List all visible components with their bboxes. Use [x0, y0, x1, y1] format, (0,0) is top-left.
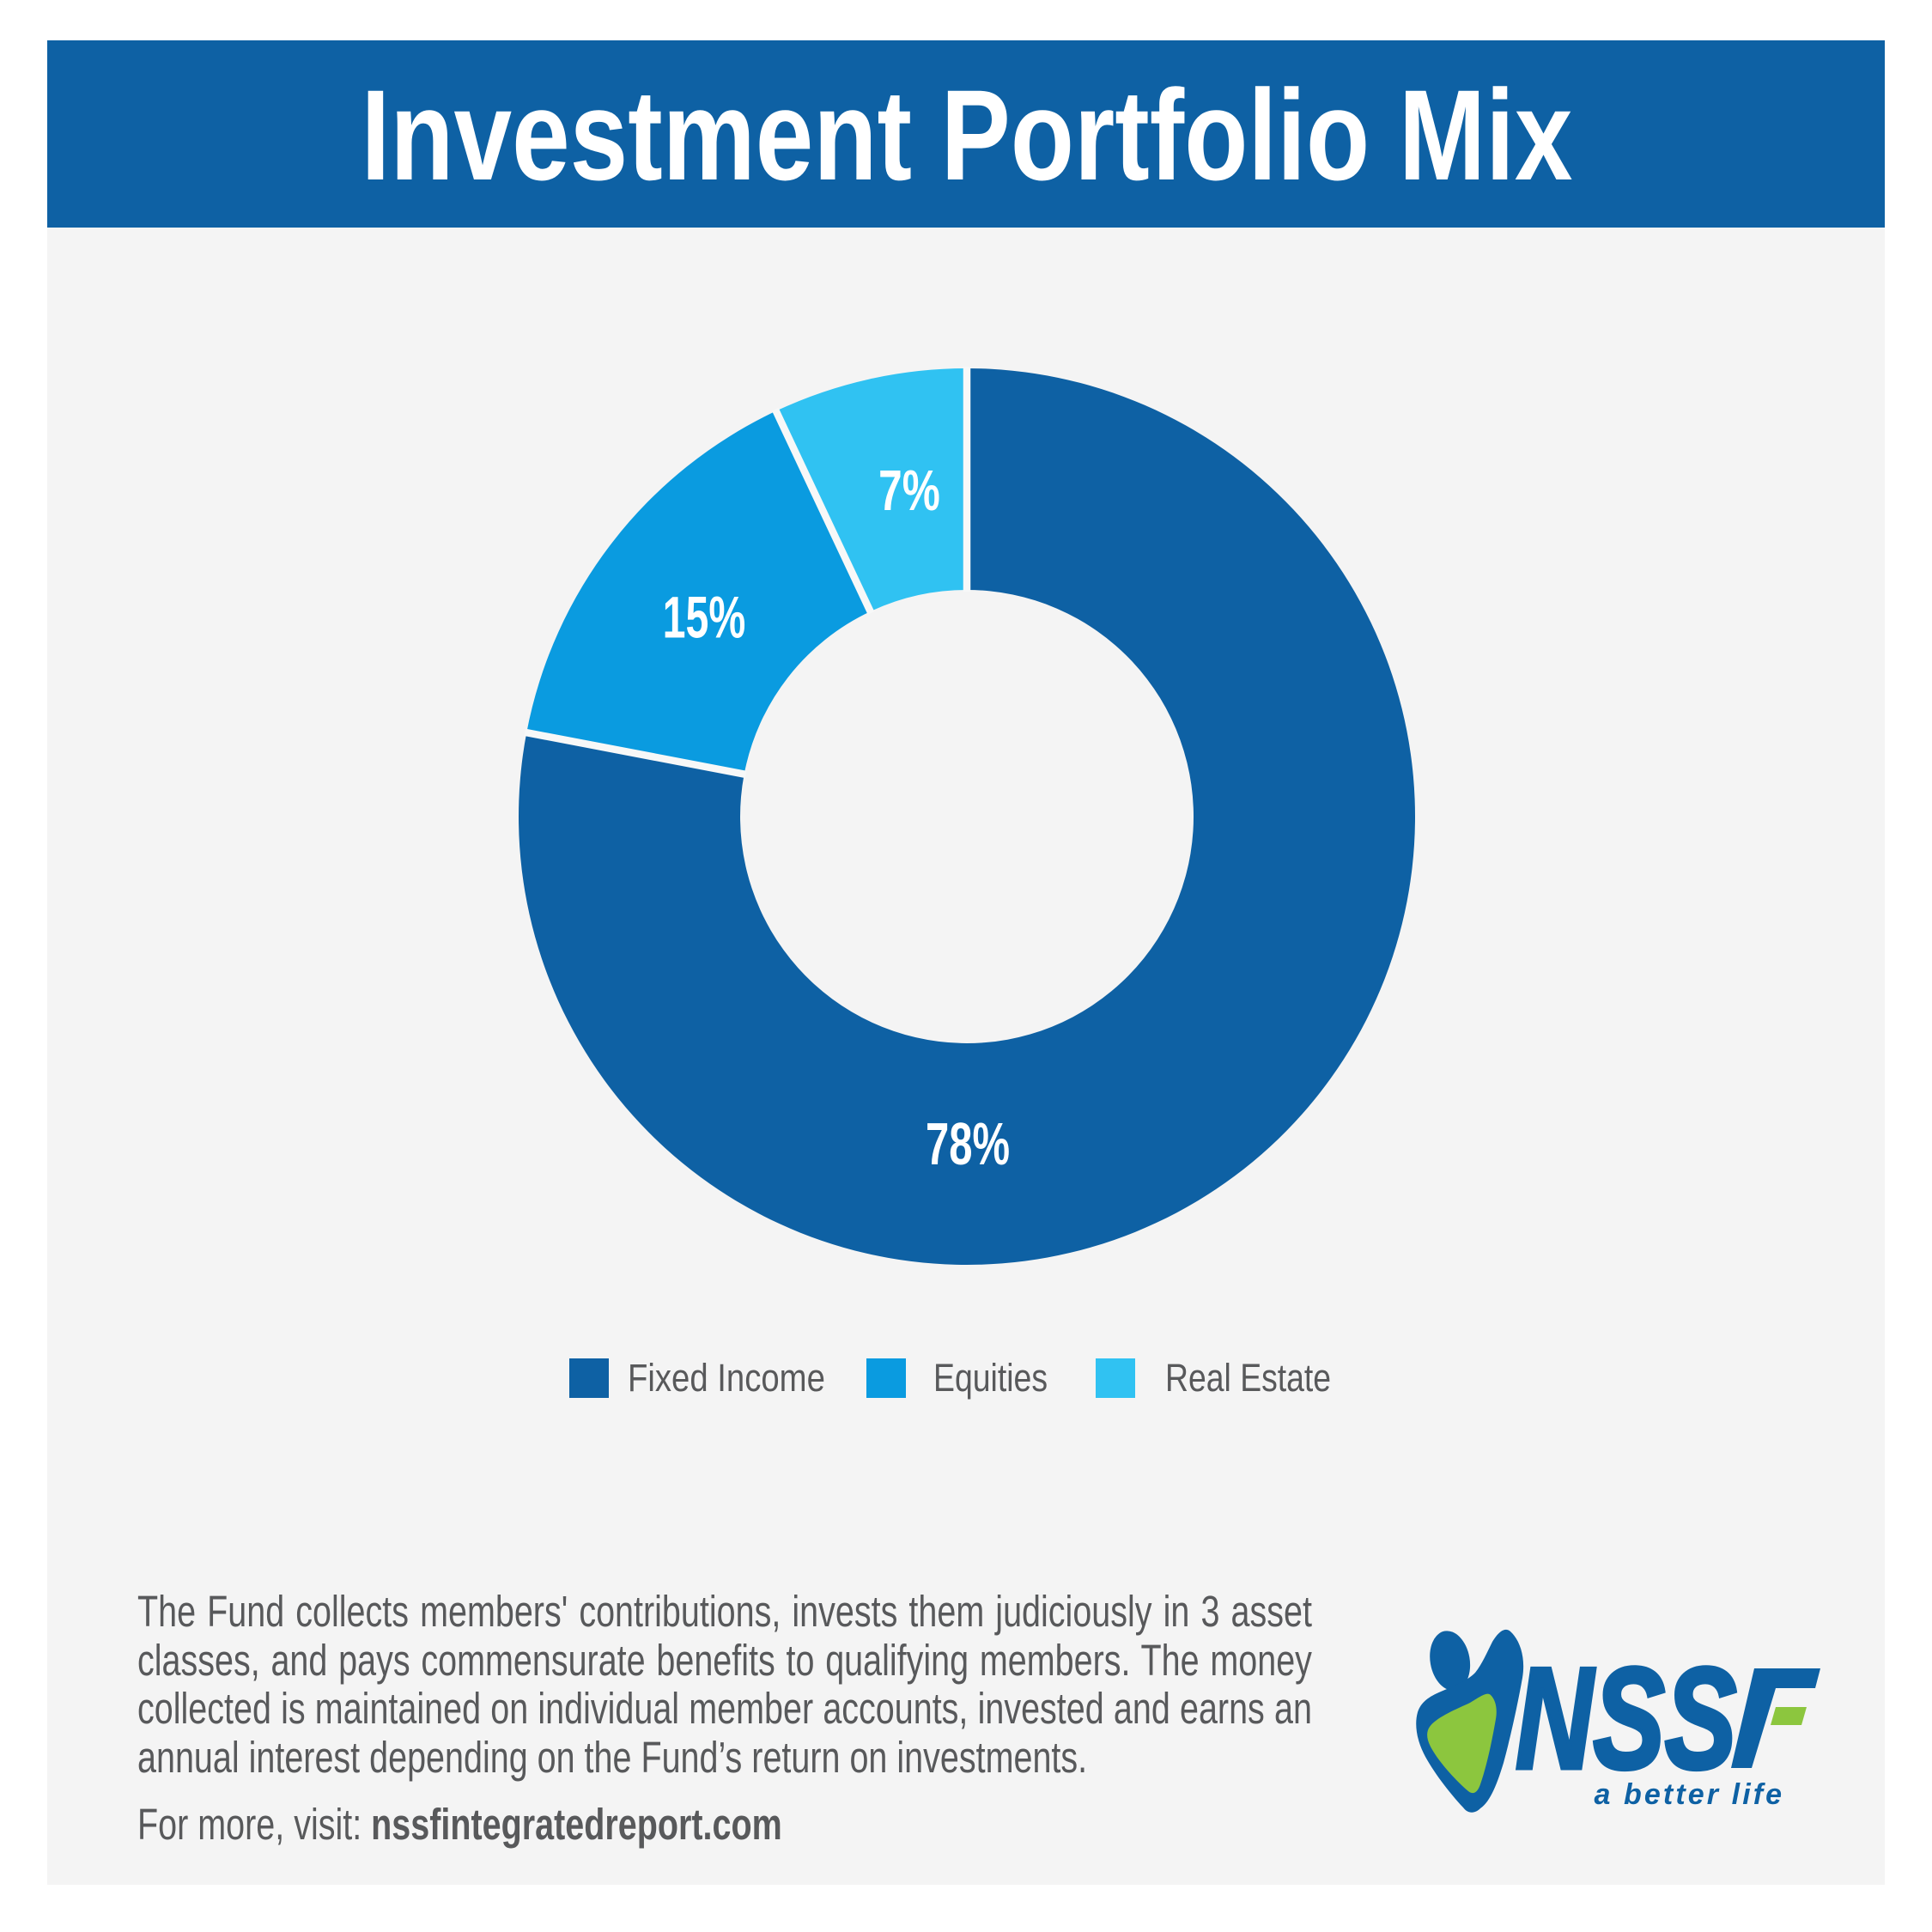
svg-text:NSS: NSS — [1516, 1638, 1736, 1799]
svg-text:7%: 7% — [878, 459, 940, 523]
svg-text:15%: 15% — [663, 584, 746, 651]
svg-text:a better life: a better life — [1595, 1778, 1785, 1811]
svg-text:78%: 78% — [926, 1109, 1010, 1177]
